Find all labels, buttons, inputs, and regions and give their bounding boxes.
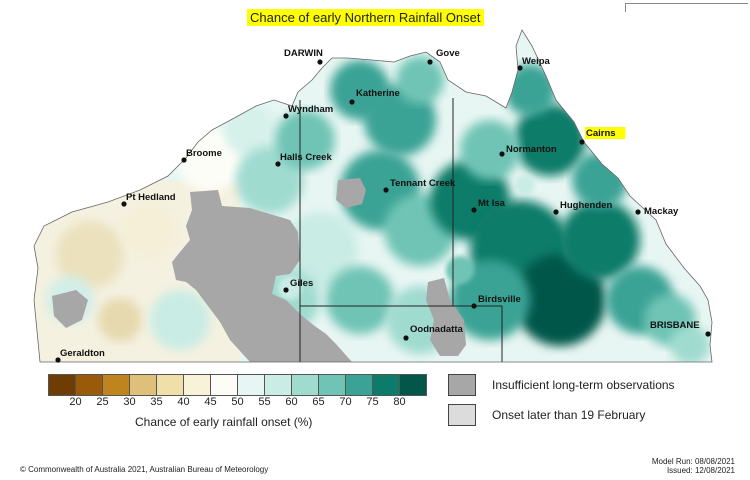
legend-tick-70: 70 [339, 396, 352, 408]
legend-swatch-11 [346, 374, 373, 396]
grey-patch-sa [52, 290, 88, 328]
legend-tick-45: 45 [204, 396, 217, 408]
town-marker-broome [181, 157, 187, 163]
legend-tick-55: 55 [258, 396, 271, 408]
legend-swatch-4 [157, 374, 184, 396]
legend-tick-75: 75 [366, 396, 379, 408]
issued-date: Issued: 12/08/2021 [666, 466, 735, 475]
legend-swatch-0 [48, 374, 76, 396]
town-marker-normanton [499, 151, 505, 157]
key-insufficient-swatch [448, 374, 476, 396]
corner-frame [625, 3, 748, 12]
town-label-birdsville: Birdsville [478, 294, 521, 305]
town-marker-tennant-creek [383, 187, 389, 193]
copyright-text: © Commonwealth of Australia 2021, Austra… [20, 465, 269, 474]
town-label-normanton: Normanton [506, 144, 557, 155]
legend-tick-50: 50 [231, 396, 244, 408]
town-marker-mt-isa [471, 207, 477, 213]
legend-swatch-13 [400, 374, 427, 396]
town-label-hughenden: Hughenden [560, 200, 612, 211]
legend-tick-65: 65 [312, 396, 325, 408]
legend-color-scale [48, 374, 427, 396]
town-marker-geraldton [55, 357, 61, 363]
key-onset-later-swatch [448, 404, 476, 426]
town-marker-mackay [635, 209, 641, 215]
state-borders [299, 98, 503, 362]
town-label-halls-creek: Halls Creek [280, 152, 332, 163]
town-label-katherine: Katherine [356, 88, 400, 99]
legend-tick-35: 35 [150, 396, 163, 408]
insufficient-region-lake-eyre [426, 278, 466, 356]
map-title: Chance of early Northern Rainfall Onset [247, 9, 484, 26]
town-marker-halls-creek [275, 161, 281, 167]
town-label-mackay: Mackay [644, 206, 679, 217]
legend-swatch-3 [130, 374, 157, 396]
legend-swatch-12 [373, 374, 400, 396]
legend-tick-40: 40 [177, 396, 190, 408]
legend-tick-60: 60 [285, 396, 298, 408]
town-label-brisbane: BRISBANE [650, 320, 700, 331]
key-onset-later-label: Onset later than 19 February [492, 408, 646, 422]
town-label-wyndham: Wyndham [288, 104, 333, 115]
town-label-weipa: Weipa [522, 56, 551, 67]
rainfall-onset-map: DARWIN Gove Weipa Wyndham Katherine Cairns Bro… [33, 29, 713, 363]
key-onset-later: Onset later than 19 February [448, 404, 645, 426]
legend-swatch-6 [211, 374, 238, 396]
insufficient-region-tennant [336, 178, 366, 208]
town-label-broome: Broome [186, 148, 222, 159]
town-label-darwin: DARWIN [284, 48, 323, 59]
town-marker-katherine [349, 99, 355, 105]
legend-swatch-10 [319, 374, 346, 396]
town-label-tennant-creek: Tennant Creek [390, 178, 456, 189]
town-marker-giles [283, 287, 289, 293]
key-insufficient: Insufficient long-term observations [448, 374, 675, 396]
town-label-mt-isa: Mt Isa [478, 198, 506, 209]
legend-swatch-1 [76, 374, 103, 396]
town-label-gove: Gove [436, 48, 460, 59]
model-run-info: Model Run: 08/08/2021 Issued: 12/08/2021 [652, 457, 735, 475]
town-marker-hughenden [553, 209, 559, 215]
legend-tick-30: 30 [123, 396, 136, 408]
town-highlight-cairns [585, 127, 626, 139]
legend-swatch-2 [103, 374, 130, 396]
legend-swatch-9 [292, 374, 319, 396]
town-label-pt-hedland: Pt Hedland [126, 192, 176, 203]
town-marker-pt-hedland [121, 201, 127, 207]
legend-swatch-7 [238, 374, 265, 396]
town-marker-wyndham [283, 113, 289, 119]
legend-swatch-5 [184, 374, 211, 396]
legend-tick-20: 20 [69, 396, 82, 408]
town-marker-weipa [517, 65, 523, 71]
town-marker-brisbane [705, 331, 711, 337]
town-marker-darwin [317, 59, 323, 65]
insufficient-region-west [172, 190, 352, 362]
legend-tick-80: 80 [393, 396, 406, 408]
legend-swatch-8 [265, 374, 292, 396]
town-marker-gove [427, 59, 433, 65]
town-label-cairns: Cairns [586, 128, 616, 139]
key-insufficient-label: Insufficient long-term observations [492, 378, 675, 392]
town-label-geraldton: Geraldton [60, 348, 105, 359]
model-run-date: Model Run: 08/08/2021 [651, 457, 735, 466]
town-marker-cairns [579, 139, 585, 145]
town-marker-oodnadatta [403, 335, 409, 341]
town-marker-birdsville [471, 303, 477, 309]
legend-tick-25: 25 [96, 396, 109, 408]
legend-caption: Chance of early rainfall onset (%) [135, 415, 313, 429]
town-label-oodnadatta: Oodnadatta [410, 324, 463, 335]
town-label-giles: Giles [290, 278, 313, 289]
